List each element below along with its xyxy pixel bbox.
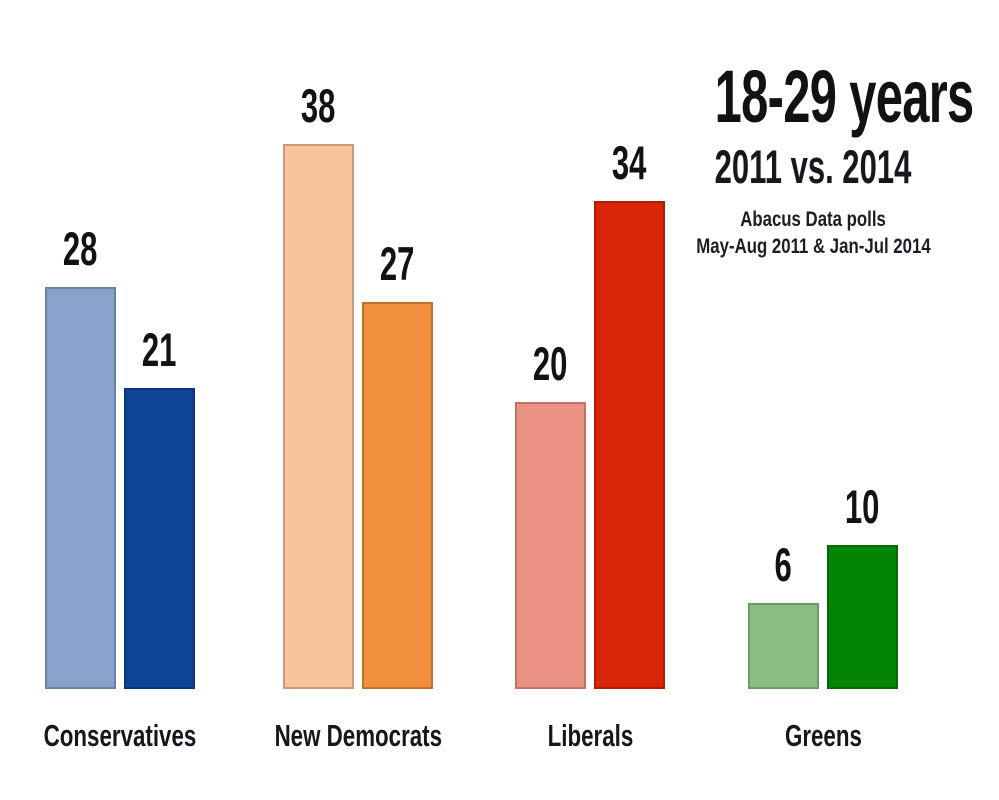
- bar-conservatives-2014: [124, 388, 195, 689]
- category-label-new-democrats: New Democrats: [274, 718, 442, 753]
- chart-subtitle: 2011 vs. 2014: [714, 140, 912, 193]
- bar-greens-2014: [827, 545, 898, 689]
- category-label-conservatives: Conservatives: [43, 718, 197, 753]
- caption-line-2: May-Aug 2011 & Jan-Jul 2014: [695, 235, 931, 258]
- bar-new-democrats-2014: [362, 302, 433, 689]
- category-label-liberals: Liberals: [547, 718, 633, 753]
- value-label-greens-2014: 10: [845, 480, 880, 533]
- value-label-greens-2011: 6: [774, 538, 793, 591]
- value-label-liberals-2014: 34: [612, 136, 647, 189]
- caption-line-1: Abacus Data polls: [740, 208, 886, 231]
- bar-conservatives-2011: [45, 287, 116, 689]
- bar-liberals-2011: [515, 402, 586, 689]
- category-label-greens: Greens: [784, 718, 862, 753]
- value-label-new-democrats-2011: 38: [301, 79, 336, 132]
- bar-greens-2011: [748, 603, 819, 689]
- chart-title: 18-29 years: [714, 55, 975, 138]
- value-label-conservatives-2014: 21: [142, 323, 177, 376]
- value-label-conservatives-2011: 28: [63, 222, 98, 275]
- chart-header: 18-29 years 2011 vs. 2014 Abacus Data po…: [648, 58, 978, 260]
- value-label-new-democrats-2014: 27: [380, 237, 415, 290]
- chart-caption: Abacus Data polls May-Aug 2011 & Jan-Jul…: [648, 206, 978, 260]
- bar-liberals-2014: [594, 201, 665, 689]
- bar-new-democrats-2011: [283, 144, 354, 689]
- value-label-liberals-2011: 20: [533, 337, 568, 390]
